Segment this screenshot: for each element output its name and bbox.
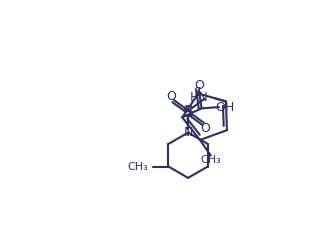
Text: N: N (184, 126, 193, 139)
Text: O: O (200, 122, 210, 135)
Text: HN: HN (190, 91, 209, 104)
Text: CH₃: CH₃ (127, 161, 148, 171)
Text: O: O (194, 79, 204, 92)
Text: CH₃: CH₃ (200, 155, 221, 165)
Text: S: S (183, 105, 194, 120)
Text: S: S (193, 86, 201, 99)
Text: OH: OH (215, 101, 235, 113)
Text: O: O (166, 90, 176, 103)
